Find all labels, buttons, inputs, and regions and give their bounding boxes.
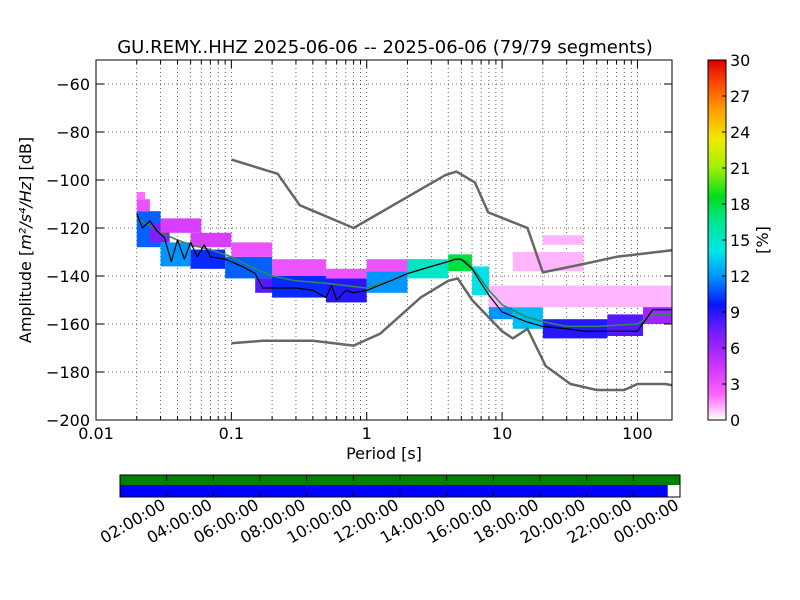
- model-lines: [136, 158, 673, 392]
- colorbar-tick-label: 15: [730, 231, 750, 250]
- colorbar-tick-label: 18: [730, 195, 750, 214]
- x-tick-label: 1: [362, 424, 372, 443]
- new-high-noise-model-line: [231, 158, 673, 274]
- timeline-bottom-bar: [120, 485, 668, 497]
- y-tick-label: −60: [56, 75, 90, 94]
- colorbar-tick-label: 9: [730, 303, 740, 322]
- colorbar: 0 3 6 9 12 15 18 21 24 27 30 [%]: [707, 51, 772, 430]
- x-tick-label: 10: [492, 424, 512, 443]
- data-availability-timeline: 02:00:0004:00:0006:00:0008:00:0010:00:00…: [97, 474, 682, 547]
- colorbar-tick-label: 30: [730, 51, 750, 70]
- y-axis-label-suffix: ] [dB]: [16, 137, 35, 182]
- density-cell: [325, 268, 367, 279]
- y-axis-label-unit: m²/s⁴/Hz: [16, 181, 35, 250]
- x-tick-label: 0.1: [219, 424, 244, 443]
- density-cell: [190, 232, 232, 248]
- colorbar-ticks: 0 3 6 9 12 15 18 21 24 27 30: [722, 51, 750, 430]
- colorbar-label: [%]: [753, 226, 772, 254]
- plot-area: [95, 59, 673, 421]
- chart-title: GU.REMY..HHZ 2025-06-06 -- 2025-06-06 (7…: [117, 37, 653, 58]
- density-cell: [512, 252, 584, 272]
- y-tick-label: −200: [46, 411, 90, 430]
- plot-frame: [95, 59, 673, 421]
- y-tick-label: −160: [46, 315, 90, 334]
- x-axis-ticks: 0.01 0.1 1 10 100: [78, 60, 653, 443]
- colorbar-tick-label: 6: [730, 339, 740, 358]
- x-axis-label: Period [s]: [346, 444, 422, 463]
- colorbar-tick-label: 21: [730, 159, 750, 178]
- new-low-noise-model-line: [231, 277, 673, 392]
- colorbar-tick-label: 0: [730, 411, 740, 430]
- plot-background: [96, 60, 672, 420]
- y-tick-label: −80: [56, 123, 90, 142]
- density-cell: [225, 256, 273, 279]
- y-tick-label: −180: [46, 363, 90, 382]
- density-cell: [272, 259, 326, 276]
- density-cell: [231, 242, 273, 257]
- y-tick-label: −120: [46, 219, 90, 238]
- y-axis-ticks: −60 −80 −100 −120 −140 −160 −180 −200: [46, 75, 672, 430]
- density-cell: [136, 192, 145, 200]
- density-cell: [272, 276, 326, 298]
- grid: [95, 60, 672, 420]
- density-cell: [542, 235, 584, 245]
- y-axis-label: Amplitude [m²/s⁴/Hz] [dB]: [16, 137, 35, 343]
- colorbar-tick-label: 24: [730, 123, 750, 142]
- density-cell: [160, 218, 202, 233]
- density-cell: [448, 254, 473, 272]
- density-cell: [407, 259, 449, 279]
- y-axis-label-prefix: Amplitude [: [16, 250, 35, 343]
- density-cell: [542, 319, 608, 339]
- mode-line: [136, 213, 672, 332]
- y-tick-label: −100: [46, 171, 90, 190]
- x-tick-label: 100: [622, 424, 653, 443]
- x-tick-label: 0.01: [78, 424, 114, 443]
- density-cell: [488, 285, 672, 308]
- colorbar-tick-label: 27: [730, 87, 750, 106]
- y-tick-label: −140: [46, 267, 90, 286]
- colorbar-tick-label: 3: [730, 375, 740, 394]
- colorbar-tick-label: 12: [730, 267, 750, 286]
- density-cell: [136, 199, 150, 212]
